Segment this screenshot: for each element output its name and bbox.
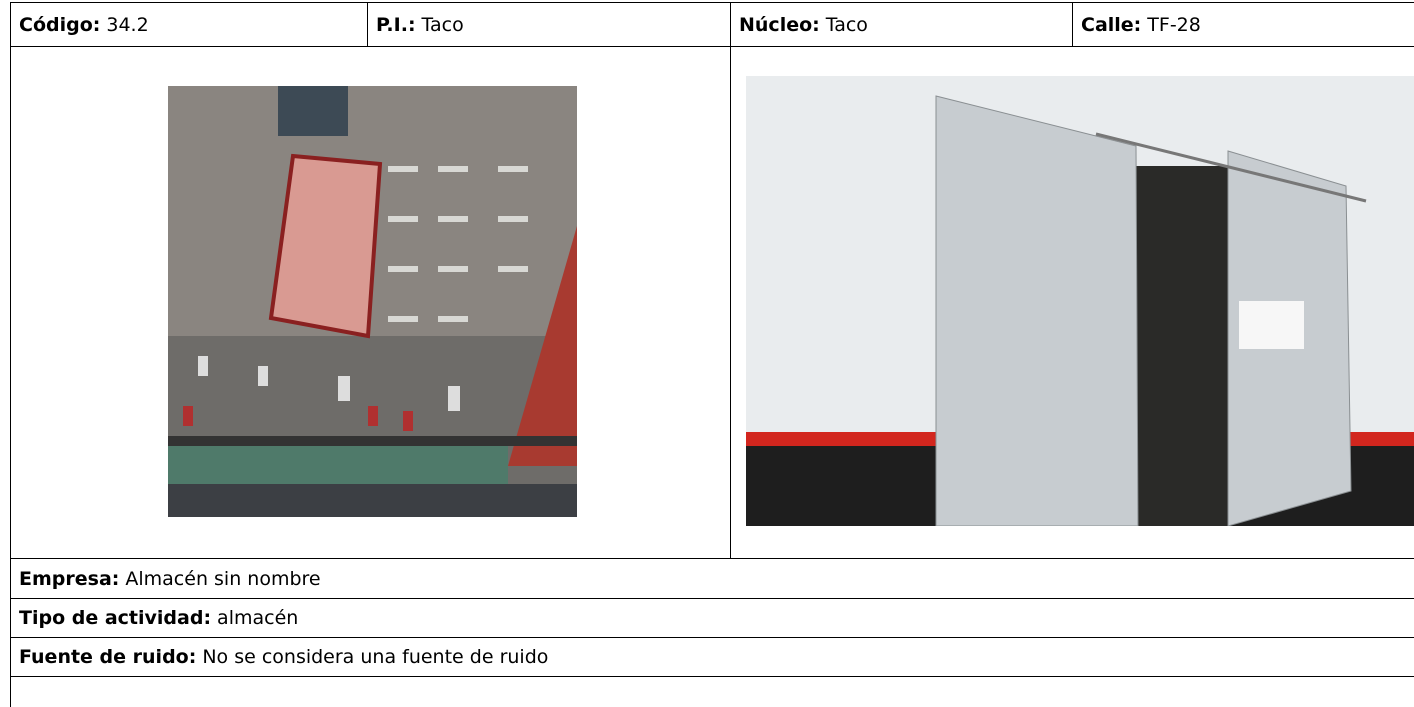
aerial-image [168,86,577,517]
value: TF-28 [1147,13,1201,36]
header-cell: P.I.: Taco [367,2,730,46]
label: Núcleo: [739,13,820,36]
info-row [10,676,1414,707]
image-cell [730,46,1414,558]
value: Taco [825,13,868,36]
info-row: Fuente de ruido: No se considera una fuen… [10,637,1414,676]
header-cell: Código: 34.2 [10,2,367,46]
header-cell: Núcleo: Taco [730,2,1072,46]
label: Fuente de ruido: [19,646,197,668]
value: 34.2 [106,13,149,36]
value: No se considera una fuente de ruido [202,646,549,668]
info-row: Empresa: Almacén sin nombre [10,558,1414,598]
label: Código: [19,13,101,36]
facade-photo [746,76,1414,526]
label: P.I.: [376,13,416,36]
value: almacén [217,607,299,629]
label: Empresa: [19,567,120,590]
label: Calle: [1081,13,1142,36]
value: Almacén sin nombre [125,567,321,590]
label: Tipo de actividad: [19,607,212,629]
value: Taco [421,13,464,36]
image-cell [10,46,730,558]
header-cell: Calle: TF-28 [1072,2,1414,46]
info-row: Tipo de actividad: almacén [10,598,1414,637]
